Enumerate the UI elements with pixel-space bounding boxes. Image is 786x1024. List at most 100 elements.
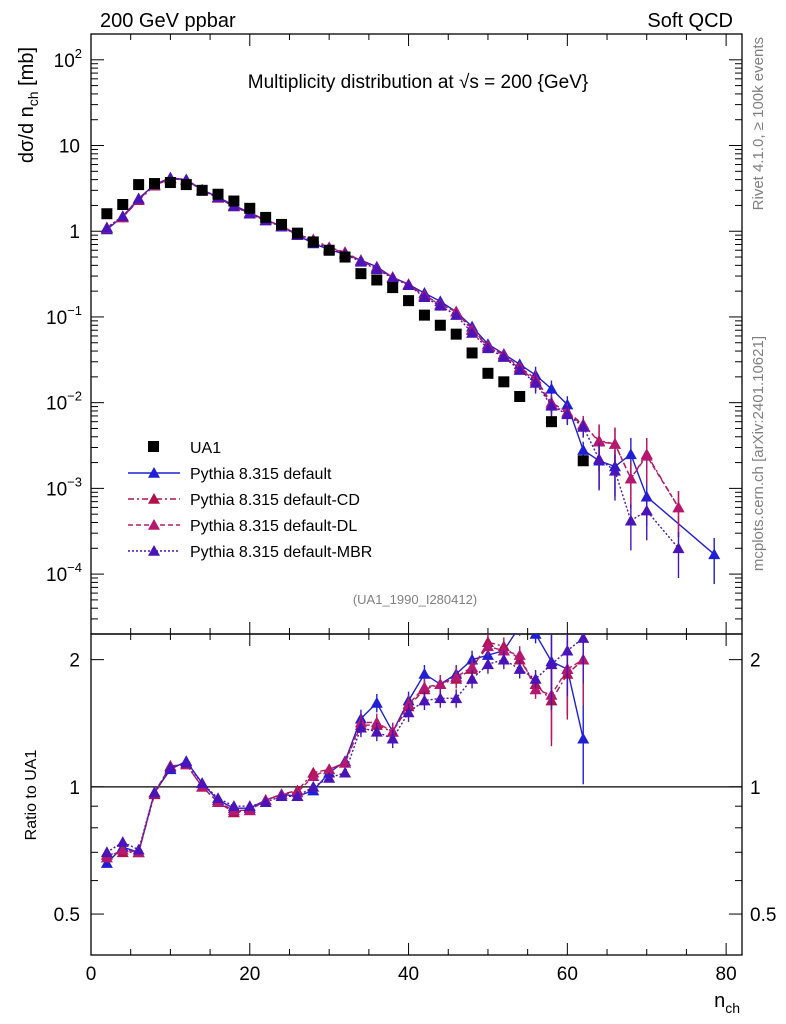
ratio-point-3 bbox=[450, 692, 463, 704]
legend-label-3: Pythia 8.315 default-MBR bbox=[190, 544, 372, 561]
ratio-point-3 bbox=[561, 644, 574, 656]
ratio-point-2 bbox=[339, 756, 352, 768]
series-point-3 bbox=[608, 464, 621, 476]
x-tick-label: 0 bbox=[86, 964, 97, 985]
data-point bbox=[196, 184, 208, 196]
ratio-point-0 bbox=[100, 857, 113, 868]
x-tick-label: 80 bbox=[716, 964, 737, 985]
data-point bbox=[418, 309, 430, 321]
x-tick-label: 40 bbox=[398, 964, 419, 985]
series-line-1 bbox=[106, 177, 680, 508]
series-point-2 bbox=[608, 437, 621, 449]
ratio-point-2 bbox=[116, 843, 129, 855]
legend-marker-3 bbox=[148, 545, 160, 556]
ratio-point-3 bbox=[164, 761, 177, 773]
data-point bbox=[355, 268, 367, 280]
series-point-3 bbox=[434, 299, 447, 311]
ratio-point-3 bbox=[370, 725, 383, 737]
series-point-3 bbox=[116, 210, 129, 221]
legend-label-2: Pythia 8.315 default-DL bbox=[190, 518, 357, 535]
series-point-2 bbox=[640, 449, 653, 461]
data-point bbox=[450, 328, 462, 340]
y-tick-label: 10 bbox=[59, 137, 80, 158]
ratio-point-3 bbox=[386, 732, 399, 744]
header-left: 200 GeV ppbar bbox=[100, 10, 236, 32]
ratio-point-2 bbox=[402, 698, 415, 709]
series-point-2 bbox=[593, 435, 606, 447]
header-right: Soft QCD bbox=[647, 10, 733, 32]
ratio-point-2 bbox=[481, 640, 494, 652]
ratio-point-3 bbox=[227, 800, 240, 811]
ratio-point-3 bbox=[354, 721, 367, 733]
y-tick-label: 10−2 bbox=[46, 389, 82, 415]
series-point-3 bbox=[132, 192, 145, 204]
series-point-3 bbox=[545, 399, 558, 411]
ratio-point-3 bbox=[434, 692, 447, 704]
series-point-3 bbox=[577, 421, 590, 432]
ratio-point-3 bbox=[529, 672, 542, 684]
ratio-line-3 bbox=[106, 637, 584, 853]
series-point-3 bbox=[672, 542, 685, 554]
data-point bbox=[307, 236, 319, 248]
ratio-point-2 bbox=[529, 683, 542, 695]
ratio-y-tick-label-right: 2 bbox=[750, 651, 761, 672]
data-point bbox=[228, 195, 240, 207]
ratio-point-3 bbox=[291, 790, 304, 802]
data-point bbox=[403, 295, 415, 307]
series-point-3 bbox=[481, 342, 494, 354]
ratio-point-3 bbox=[116, 836, 129, 847]
series-point-3 bbox=[100, 221, 113, 233]
ratio-point-0 bbox=[370, 696, 383, 708]
data-point bbox=[545, 416, 557, 428]
x-tick-label: 20 bbox=[239, 964, 260, 985]
ratio-line-0 bbox=[106, 634, 584, 864]
y-axis-label: dσ/d nch [mb] bbox=[16, 47, 41, 163]
main-series bbox=[100, 171, 721, 585]
chart-title: Multiplicity distribution at √s = 200 {G… bbox=[248, 72, 588, 93]
ratio-y-tick-label: 0.5 bbox=[54, 905, 80, 926]
ratio-point-3 bbox=[339, 766, 352, 778]
y-tick-label: 10−4 bbox=[46, 560, 82, 586]
series-point-3 bbox=[529, 376, 542, 388]
main-plot: 10−4 10−3 10−2 10−1 1 10 102 bbox=[46, 33, 743, 635]
ratio-point-2 bbox=[323, 763, 336, 775]
series-point-3 bbox=[561, 408, 574, 420]
data-point bbox=[101, 208, 113, 220]
data-point bbox=[117, 199, 129, 211]
series-point-2 bbox=[672, 501, 685, 513]
series-point-3 bbox=[593, 453, 606, 464]
ratio-point-2 bbox=[450, 670, 463, 682]
series-line-2 bbox=[106, 177, 680, 508]
ratio-point-3 bbox=[196, 777, 209, 789]
series-point-0 bbox=[624, 448, 637, 460]
ratio-point-3 bbox=[402, 706, 415, 718]
ratio-point-2 bbox=[497, 644, 510, 656]
ratio-point-2 bbox=[513, 649, 526, 660]
data-point bbox=[339, 251, 351, 263]
ratio-point-3 bbox=[513, 663, 526, 674]
series-point-0 bbox=[545, 382, 558, 394]
y-tick-label: 102 bbox=[54, 46, 82, 72]
legend-label-data: UA1 bbox=[190, 440, 221, 457]
data-point bbox=[149, 178, 161, 190]
data-point bbox=[323, 244, 335, 256]
ratio-point-3 bbox=[148, 786, 161, 798]
ratio-point-2 bbox=[418, 681, 431, 693]
ratio-point-2 bbox=[434, 678, 447, 689]
ratio-point-3 bbox=[323, 771, 336, 783]
series-point-0 bbox=[708, 548, 721, 560]
legend-marker-2 bbox=[148, 519, 160, 530]
y-tick-label: 10−1 bbox=[46, 303, 82, 329]
ratio-point-3 bbox=[497, 653, 510, 665]
ratio-point-3 bbox=[132, 843, 145, 855]
legend-marker-data bbox=[148, 441, 159, 452]
data-point bbox=[164, 177, 176, 189]
data-point bbox=[212, 188, 224, 200]
main-frame bbox=[90, 33, 743, 635]
legend-label-0: Pythia 8.315 default bbox=[190, 466, 332, 483]
ratio-point-2 bbox=[466, 661, 479, 672]
data-point bbox=[133, 179, 145, 191]
ratio-point-0 bbox=[418, 667, 431, 679]
ratio-point-3 bbox=[307, 780, 320, 792]
